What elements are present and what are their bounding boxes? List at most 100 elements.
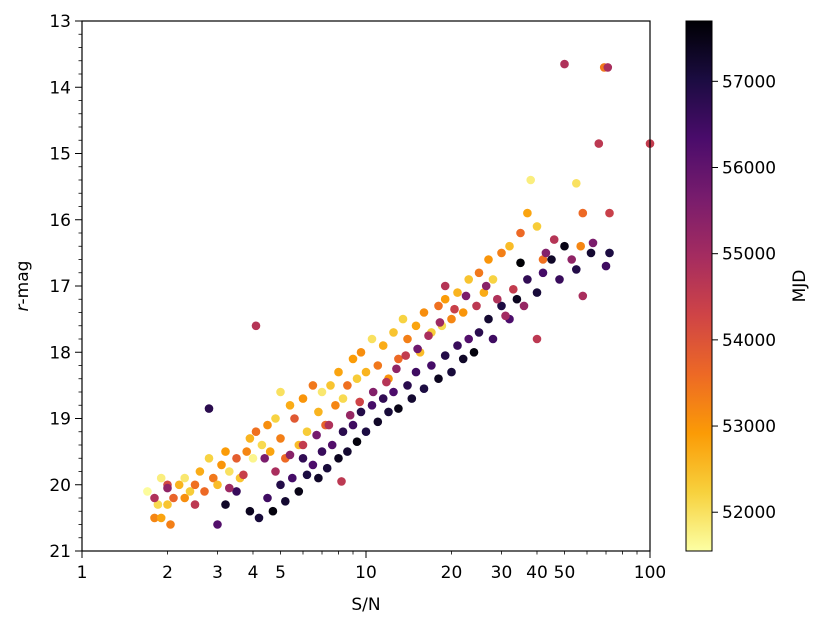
- scatter-point: [232, 454, 241, 463]
- scatter-point: [413, 344, 422, 354]
- scatter-point: [285, 450, 295, 460]
- scatter-point: [605, 208, 614, 218]
- scatter-point: [519, 301, 529, 311]
- scatter-point: [276, 480, 285, 490]
- scatter-point: [488, 275, 498, 284]
- scatter-point: [419, 384, 429, 394]
- scatter-point: [327, 440, 337, 450]
- scatter-point: [312, 430, 321, 440]
- y-axis-label: r-mag: [13, 261, 33, 312]
- colorbar: 52000 53000 54000 55000 56000 57000 MJD: [685, 20, 810, 552]
- scatter-point: [290, 414, 299, 423]
- scatter-point: [447, 314, 456, 324]
- scatter-point: [407, 394, 417, 403]
- scatter-point: [150, 513, 159, 523]
- scatter-point: [163, 500, 172, 509]
- scatter-point: [472, 301, 481, 311]
- scatter-point: [338, 394, 348, 403]
- scatter-point: [378, 341, 388, 350]
- scatter-point: [361, 427, 371, 437]
- y-axis-ticks: 13 14 15 16 17 18 19 20 21: [49, 12, 82, 562]
- scatter-point: [484, 255, 493, 264]
- scatter-point: [288, 473, 297, 483]
- scatter-point: [156, 513, 166, 523]
- scatter-point: [601, 261, 611, 271]
- scatter-point: [484, 314, 493, 324]
- scatter-point: [394, 354, 403, 364]
- scatter-point: [493, 294, 502, 304]
- scatter-point: [532, 222, 542, 231]
- x-tick-label: 5: [275, 563, 286, 583]
- scatter-point: [464, 275, 474, 284]
- scatter-point: [326, 381, 335, 390]
- scatter-point: [373, 361, 383, 370]
- scatter-point: [501, 311, 510, 321]
- scatter-point: [512, 294, 522, 304]
- scatter-point: [308, 460, 318, 470]
- scatter-point: [239, 470, 248, 480]
- x-tick-label: 10: [355, 563, 377, 583]
- scatter-point: [324, 420, 334, 430]
- scatter-point: [302, 427, 312, 437]
- colorbar-label: MJD: [790, 270, 810, 303]
- scatter-point: [549, 235, 559, 244]
- plot-frame: [81, 20, 651, 552]
- scatter-point: [281, 497, 290, 506]
- y-tick-label: 14: [49, 78, 71, 98]
- scatter-point: [298, 440, 308, 450]
- scatter-point: [180, 493, 189, 503]
- scatter-point: [368, 387, 378, 397]
- scatter-point: [163, 483, 172, 493]
- scatter-point: [298, 454, 308, 463]
- colorbar-ticks: 52000 53000 54000 55000 56000 57000: [712, 72, 776, 523]
- scatter-point: [555, 275, 564, 284]
- scatter-point: [509, 285, 518, 294]
- x-tick-label: 1: [77, 563, 88, 583]
- colorbar-tick-label: 55000: [722, 245, 776, 265]
- scatter-point: [479, 288, 489, 297]
- scatter-point: [523, 275, 532, 284]
- scatter-point: [232, 487, 241, 496]
- scatter-point: [276, 434, 285, 443]
- scatter-point: [302, 470, 312, 480]
- scatter-point: [532, 334, 542, 344]
- colorbar-tick-label: 54000: [722, 331, 776, 351]
- scatter-point: [450, 304, 459, 314]
- scatter-point: [481, 281, 491, 291]
- y-tick-label: 15: [49, 145, 71, 165]
- scatter-point: [453, 288, 462, 297]
- scatter-point: [285, 401, 295, 410]
- scatter-point: [464, 334, 474, 344]
- scatter-point: [541, 248, 551, 258]
- scatter-point: [263, 493, 272, 503]
- scatter-point: [389, 387, 398, 397]
- colorbar-gradient: [685, 20, 713, 552]
- scatter-point: [254, 513, 264, 523]
- scatter-point: [352, 374, 362, 384]
- scatter-point: [474, 268, 484, 278]
- y-tick-label: 20: [49, 476, 71, 496]
- x-tick-label: 50: [554, 563, 576, 583]
- scatter-point: [497, 301, 506, 311]
- scatter-point: [276, 387, 285, 397]
- scatter-point: [578, 208, 588, 218]
- y-axis-label-italic: r: [13, 303, 33, 311]
- scatter-point: [221, 447, 230, 456]
- scatter-point: [547, 255, 556, 264]
- scatter-point: [153, 500, 163, 509]
- scatter-point: [343, 381, 352, 390]
- scatter-point: [440, 294, 450, 304]
- scatter-point: [166, 520, 175, 529]
- scatter-point: [180, 473, 189, 483]
- scatter-point: [572, 265, 581, 274]
- scatter-point: [532, 288, 542, 297]
- x-tick-label: 2: [162, 563, 173, 583]
- scatter-point: [488, 334, 498, 344]
- scatter-point: [204, 404, 214, 413]
- scatter-point: [560, 241, 569, 251]
- scatter-point: [248, 454, 258, 463]
- scatter-point: [265, 447, 275, 456]
- scatter-point: [394, 404, 403, 413]
- scatter-point: [435, 318, 445, 327]
- scatter-point: [298, 394, 308, 403]
